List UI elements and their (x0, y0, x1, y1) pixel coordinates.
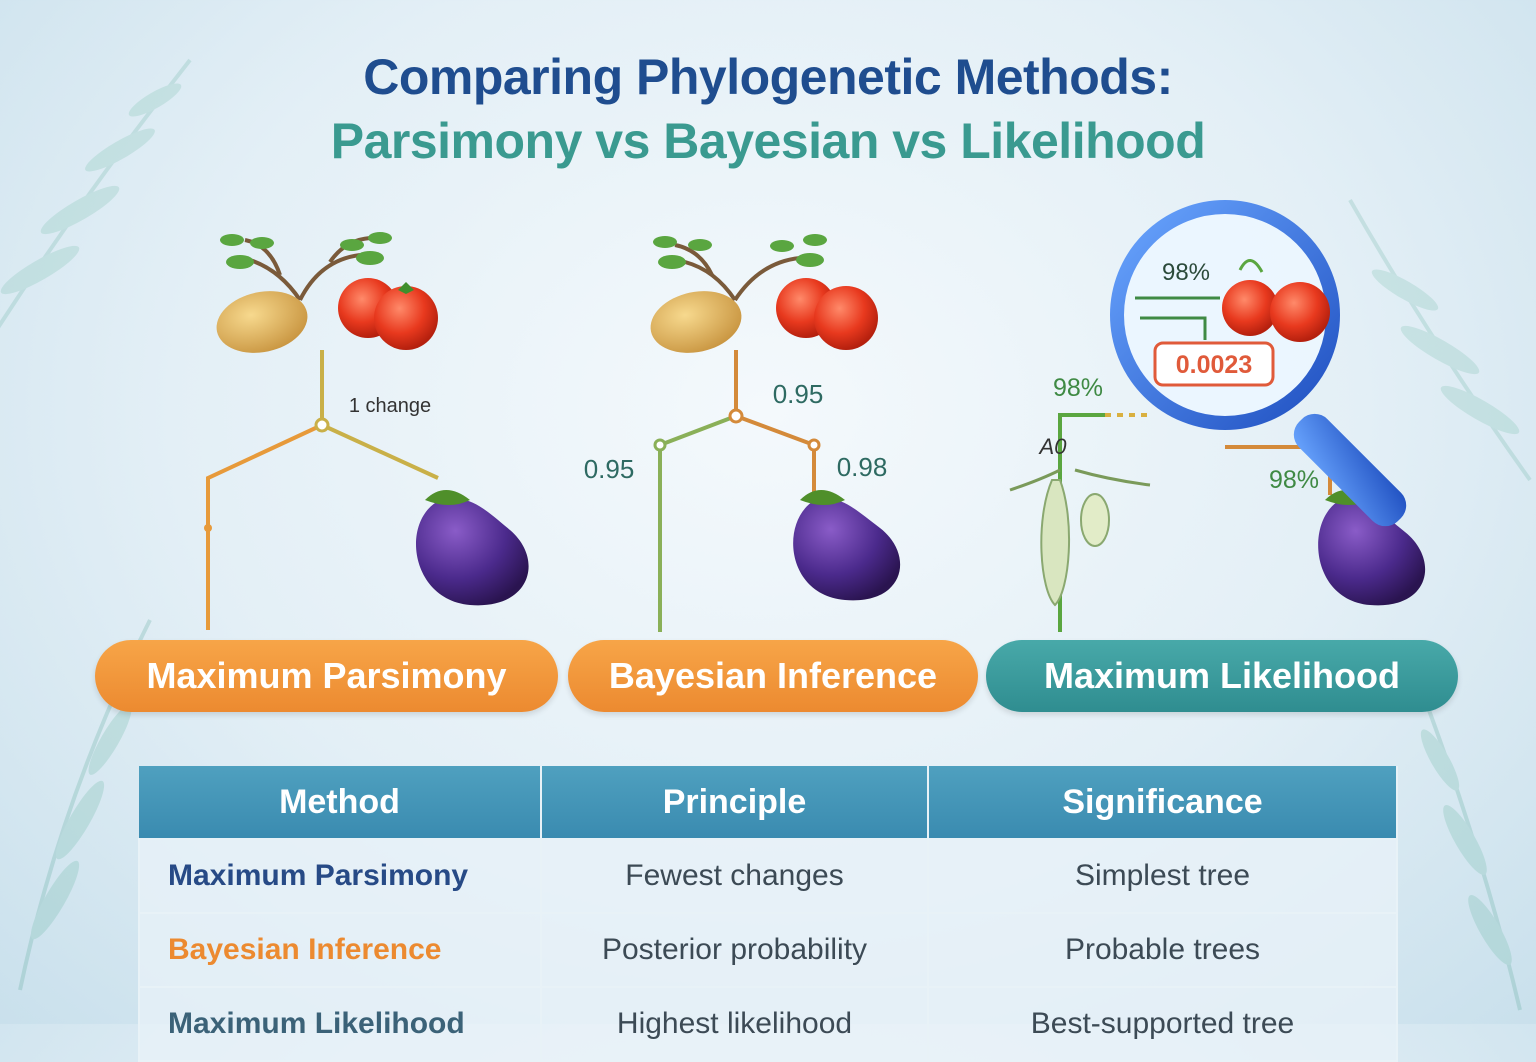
page-subtitle: Parsimony vs Bayesian vs Likelihood (330, 113, 1206, 169)
bayes-right-value: 0.98 (837, 452, 888, 482)
table-row: Maximum Parsimony Fewest changes Simples… (138, 838, 1398, 914)
row-method: Maximum Parsimony (138, 838, 542, 914)
header-significance: Significance (928, 766, 1398, 839)
row-principle: Posterior probability (540, 912, 929, 988)
fern-leaf-icon (1348, 199, 1532, 482)
node-mark: A0 (1038, 434, 1068, 459)
tomato-icon (776, 278, 878, 350)
comparison-table: Method Principle Significance Maximum Pa… (138, 766, 1398, 1062)
lens-percent: 98% (1162, 259, 1210, 286)
potato-icon (650, 291, 742, 353)
magnifier-icon: 0.0023 98% (1110, 200, 1407, 527)
page-title: Comparing Phylogenetic Methods: (363, 49, 1173, 105)
ml-left-percent: 98% (1053, 374, 1103, 402)
bayes-root-value: 0.95 (773, 379, 824, 409)
header-method: Method (139, 766, 542, 839)
table-header-row: Method Principle Significance (139, 766, 1398, 839)
bayesian-tree: 0.95 0.95 0.98 (584, 234, 901, 632)
fern-leaf-icon (0, 58, 192, 329)
likelihood-label-pill: Maximum Likelihood (986, 640, 1458, 712)
parsimony-label-pill: Maximum Parsimony (95, 640, 558, 712)
bayes-left-value: 0.95 (584, 454, 635, 484)
plant-sprig-icon (1009, 468, 1151, 607)
tomato-icon (338, 278, 438, 350)
phylogeny-illustrations: 1 change 0.95 0. (204, 200, 1426, 632)
row-significance: Simplest tree (927, 838, 1398, 914)
row-method: Maximum Likelihood (138, 986, 542, 1062)
row-principle: Highest likelihood (540, 986, 929, 1062)
eggplant-icon (793, 490, 901, 601)
eggplant-icon (416, 490, 529, 606)
ml-right-percent: 98% (1269, 466, 1319, 494)
bayesian-label-pill: Bayesian Inference (568, 640, 978, 712)
row-method: Bayesian Inference (138, 912, 542, 988)
row-principle: Fewest changes (540, 838, 929, 914)
table-row: Bayesian Inference Posterior probability… (138, 912, 1398, 988)
likelihood-tree: 0.0023 98% 98% 98% A0 (1009, 200, 1426, 632)
potato-icon (216, 291, 308, 353)
parsimony-tree: 1 change (204, 232, 529, 630)
change-label: 1 change (349, 395, 431, 417)
table-row: Maximum Likelihood Highest likelihood Be… (138, 986, 1398, 1062)
row-significance: Probable trees (927, 912, 1398, 988)
row-significance: Best-supported tree (927, 986, 1398, 1062)
header-principle: Principle (541, 766, 929, 839)
likelihood-value: 0.0023 (1176, 351, 1252, 379)
